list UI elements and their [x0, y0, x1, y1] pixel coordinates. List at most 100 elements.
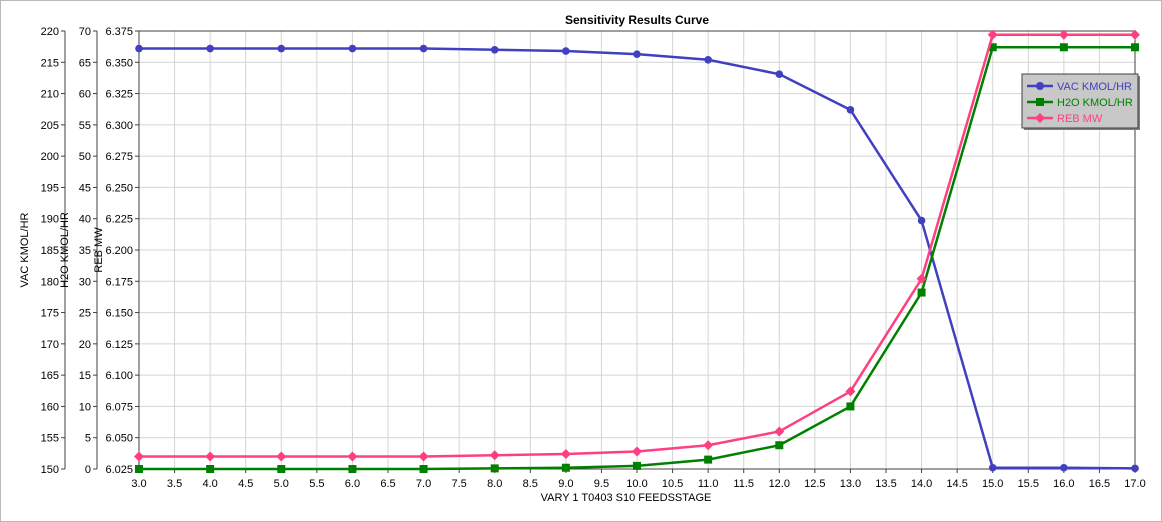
x-tick-label: 3.5: [167, 478, 182, 490]
x-tick-label: 16.0: [1053, 478, 1074, 490]
y-tick-label: 220: [41, 26, 59, 38]
y-tick-label: 25: [79, 308, 91, 320]
y-tick-label: 60: [79, 89, 91, 101]
data-point: [1130, 29, 1140, 40]
x-tick-label: 12.5: [804, 478, 825, 490]
y-tick-label: 6.075: [105, 401, 133, 413]
y-tick-label: 6.100: [105, 370, 133, 382]
x-tick-label: 4.0: [202, 478, 217, 490]
y-tick-label: 205: [41, 120, 59, 132]
data-point: [277, 465, 286, 473]
y-tick-label: 150: [41, 464, 59, 476]
y-tick-label: 160: [41, 401, 59, 413]
data-point: [561, 463, 570, 472]
data-point: [206, 44, 214, 53]
data-point: [348, 44, 357, 53]
legend-marker: [1035, 113, 1045, 123]
data-point: [633, 50, 641, 58]
y-tick-label: 6.225: [105, 214, 133, 226]
data-point: [704, 55, 712, 64]
y-tick-label: 155: [41, 433, 59, 445]
data-point: [916, 273, 927, 284]
y-tick-label: 185: [41, 245, 59, 257]
y-tick-label: 45: [79, 182, 91, 194]
y-tick-label: 50: [79, 151, 91, 163]
y-tick-label: 170: [41, 339, 59, 351]
data-point: [775, 441, 784, 450]
x-tick-label: 15.0: [982, 478, 1003, 490]
y-tick-label: 6.050: [105, 433, 133, 445]
data-point: [134, 451, 144, 462]
y-tick-label: 55: [79, 120, 91, 132]
y-axis-title: REB MW: [93, 227, 105, 273]
data-point: [845, 386, 856, 397]
data-point: [277, 44, 286, 53]
legend[interactable]: VAC KMOL/HR H2O KMOL/HR REB MW: [1021, 73, 1140, 130]
data-point: [135, 465, 143, 473]
y-tick-label: 40: [79, 214, 91, 226]
y-tick-label: 10: [79, 401, 91, 413]
data-point: [775, 70, 784, 78]
data-point: [418, 451, 429, 462]
data-point: [632, 446, 642, 457]
x-axis-title: VARY 1 T0403 S10 FEEDSSTAGE: [541, 492, 712, 504]
y-tick-label: 6.175: [105, 276, 133, 288]
legend-label: H2O KMOL/HR: [1057, 97, 1133, 109]
data-point: [846, 106, 855, 114]
data-point: [276, 451, 287, 462]
x-tick-label: 3.0: [131, 478, 146, 490]
x-tick-label: 6.0: [345, 478, 360, 490]
y-tick-label: 6.250: [105, 182, 133, 194]
y-tick-label: 6.125: [105, 339, 133, 351]
y-tick-label: 15: [79, 370, 91, 382]
y-tick-label: 165: [41, 370, 59, 382]
y-tick-label: 180: [41, 276, 59, 288]
legend-label: REB MW: [1057, 113, 1103, 125]
y-tick-label: 35: [79, 245, 91, 257]
y-tick-label: 210: [41, 89, 59, 101]
y-tick-label: 6.150: [105, 308, 133, 320]
x-tick-label: 17.0: [1124, 478, 1145, 490]
y-tick-label: 6.200: [105, 245, 133, 257]
x-tick-label: 9.0: [558, 478, 573, 490]
data-point: [987, 29, 998, 40]
data-point: [988, 43, 997, 52]
data-point: [1131, 43, 1139, 52]
data-point: [135, 44, 143, 53]
data-point: [774, 426, 785, 437]
x-tick-label: 13.5: [875, 478, 896, 490]
x-tick-label: 8.5: [523, 478, 538, 490]
x-tick-label: 9.5: [594, 478, 609, 490]
y-tick-label: 190: [41, 214, 59, 226]
data-point: [1060, 463, 1068, 472]
x-tick-label: 11.0: [698, 478, 719, 490]
y-tick-label: 6.375: [105, 26, 133, 38]
x-tick-label: 8.0: [487, 478, 502, 490]
y-tick-label: 195: [41, 182, 59, 194]
y-tick-label: 5: [85, 433, 91, 445]
x-tick-label: 5.0: [274, 478, 289, 490]
y-axis-title: VAC KMOL/HR: [19, 212, 31, 287]
y-tick-label: 70: [79, 26, 91, 38]
data-point: [917, 216, 926, 225]
y-tick-label: 200: [41, 151, 59, 163]
y-tick-label: 6.350: [105, 57, 133, 69]
data-point: [347, 451, 358, 462]
x-tick-label: 10.0: [626, 478, 647, 490]
y-tick-label: 30: [79, 276, 91, 288]
x-tick-label: 10.5: [662, 478, 683, 490]
y-axis-title: H2O KMOL/HR: [59, 212, 71, 288]
y-tick-label: 65: [79, 57, 91, 69]
x-tick-label: 7.0: [416, 478, 431, 490]
y-tick-label: 20: [79, 339, 91, 351]
series-layer: [134, 29, 1140, 473]
x-tick-label: 12.0: [769, 478, 790, 490]
x-tick-label: 14.0: [911, 478, 932, 490]
chart-title: Sensitivity Results Curve: [565, 13, 709, 27]
x-tick-label: 15.5: [1018, 478, 1039, 490]
y-tick-label: 0: [85, 464, 91, 476]
data-point: [846, 402, 855, 411]
data-point: [562, 47, 570, 55]
